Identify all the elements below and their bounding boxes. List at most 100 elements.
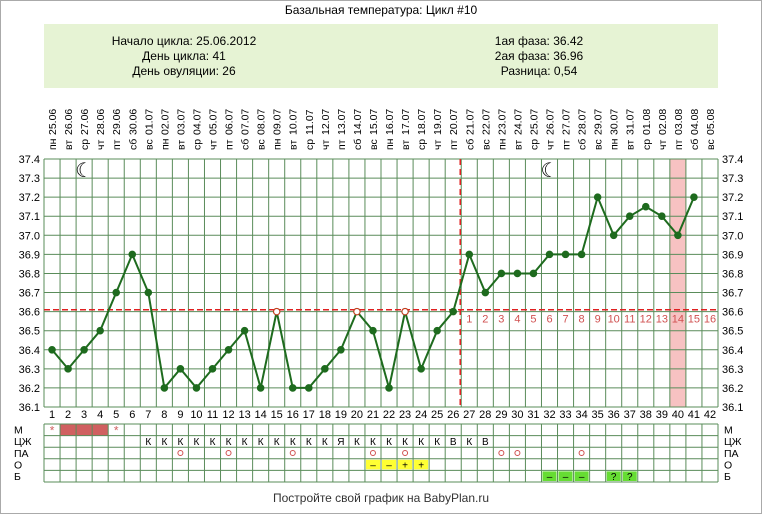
- temperature-point: [192, 384, 201, 392]
- cm-mark: К: [258, 437, 264, 448]
- test-cell: [606, 471, 621, 481]
- day-number: 3: [81, 409, 87, 421]
- temperature-point: [288, 384, 297, 392]
- test-mark: ?: [627, 472, 633, 483]
- stats-panel: Начало цикла: 25.06.2012 День цикла: 41 …: [44, 24, 718, 88]
- day-number: 35: [592, 409, 604, 421]
- weekday-label: пт: [448, 139, 460, 150]
- cycle-day: День цикла: 41: [142, 49, 226, 63]
- date-label: 25.06: [47, 109, 59, 135]
- intercourse-mark: [514, 450, 521, 456]
- weekday-label: пн: [496, 138, 508, 150]
- opk-mark: +: [402, 460, 408, 471]
- cm-mark: К: [177, 437, 183, 448]
- day-number: 12: [222, 409, 234, 421]
- date-label: 29.07: [593, 109, 605, 135]
- day-number: 10: [190, 409, 202, 421]
- weekday-label: чт: [208, 140, 220, 150]
- temperature-point: [304, 384, 313, 392]
- y-tick-right: 37.4: [722, 154, 743, 166]
- date-label: 21.07: [464, 109, 476, 135]
- y-tick-left: 36.6: [19, 307, 40, 319]
- cm-mark: К: [466, 437, 472, 448]
- day-number: 29: [495, 409, 507, 421]
- day-number: 22: [383, 409, 395, 421]
- row-label-left: О: [14, 459, 22, 471]
- date-label: 28.06: [95, 109, 107, 135]
- cm-mark: В: [450, 437, 457, 448]
- weekday-label: вс: [143, 139, 155, 150]
- ovulation-day: День овуляции: 26: [132, 64, 236, 78]
- luteal-day-label: 2: [482, 314, 488, 326]
- star-icon: *: [114, 424, 119, 438]
- day-number: 20: [351, 409, 363, 421]
- y-tick-right: 36.6: [722, 307, 743, 319]
- weekday-label: ср: [528, 139, 540, 150]
- temperature-point: [160, 384, 169, 392]
- luteal-day-label: 16: [704, 314, 716, 326]
- date-label: 22.07: [480, 109, 492, 135]
- temperature-point: [481, 288, 490, 297]
- highlight-column: [669, 159, 686, 407]
- luteal-day-label: 15: [688, 314, 700, 326]
- weekday-label: пн: [47, 138, 59, 150]
- y-tick-right: 36.2: [722, 383, 743, 395]
- date-label: 28.07: [577, 109, 589, 135]
- test-cell: [558, 471, 573, 481]
- y-tick-right: 36.9: [722, 249, 743, 261]
- weekday-label: ср: [304, 139, 316, 150]
- weekday-label: вт: [625, 140, 637, 150]
- day-number: 16: [287, 409, 299, 421]
- intercourse-mark: [498, 450, 505, 456]
- chart-title: Базальная температура: Цикл #10: [284, 3, 478, 17]
- temperature-point: [417, 365, 425, 373]
- date-label: 23.07: [496, 109, 508, 135]
- date-label: 20.07: [448, 109, 460, 135]
- day-number: 1: [49, 409, 55, 421]
- footer-link[interactable]: Постройте свой график на BabyPlan.ru: [272, 491, 490, 505]
- temperature-point: [64, 365, 72, 373]
- intercourse-mark: [225, 450, 232, 456]
- cm-mark: К: [194, 437, 200, 448]
- test-cell: [574, 471, 589, 481]
- day-number: 38: [640, 409, 652, 421]
- y-tick-left: 36.4: [19, 345, 40, 357]
- cm-mark: В: [482, 437, 489, 448]
- weekday-label: пт: [224, 139, 236, 150]
- day-number: 25: [431, 409, 443, 421]
- row-label-right: ПА: [724, 448, 739, 460]
- opk-mark: –: [386, 460, 392, 471]
- opk-cell: [365, 459, 380, 470]
- cm-mark: К: [210, 437, 216, 448]
- weekday-label: сб: [689, 139, 701, 150]
- luteal-day-label: 12: [640, 314, 652, 326]
- temperature-point: [674, 231, 682, 240]
- menses-bar: [60, 424, 109, 436]
- weekday-label: пн: [159, 138, 171, 150]
- cm-mark: Я: [337, 437, 344, 448]
- intercourse-mark: [578, 450, 585, 456]
- cycle-start: Начало цикла: 25.06.2012: [111, 34, 257, 48]
- temperature-point: [224, 345, 233, 354]
- intercourse-mark: [402, 450, 409, 456]
- day-number: 19: [335, 409, 347, 421]
- cm-mark: К: [354, 437, 360, 448]
- luteal-day-label: 5: [530, 314, 536, 326]
- date-label: 12.07: [320, 109, 332, 135]
- weekday-label: пт: [336, 139, 348, 150]
- y-tick-right: 37.1: [722, 211, 743, 223]
- weekday-label: ср: [79, 139, 91, 150]
- opk-cell: [414, 459, 429, 470]
- weekday-label: вс: [480, 139, 492, 150]
- row-label-left: М: [14, 425, 23, 437]
- date-label: 02.08: [657, 109, 669, 135]
- temperature-point: [208, 365, 217, 373]
- weekday-label: вт: [63, 140, 75, 150]
- cm-mark: К: [242, 437, 248, 448]
- phase1-average: 1ая фаза: 36.42: [494, 34, 584, 48]
- row-label-left: ЦЖ: [14, 436, 32, 448]
- y-tick-left: 37.3: [19, 173, 40, 185]
- date-label: 19.07: [432, 109, 444, 135]
- temperature-point: [561, 250, 570, 259]
